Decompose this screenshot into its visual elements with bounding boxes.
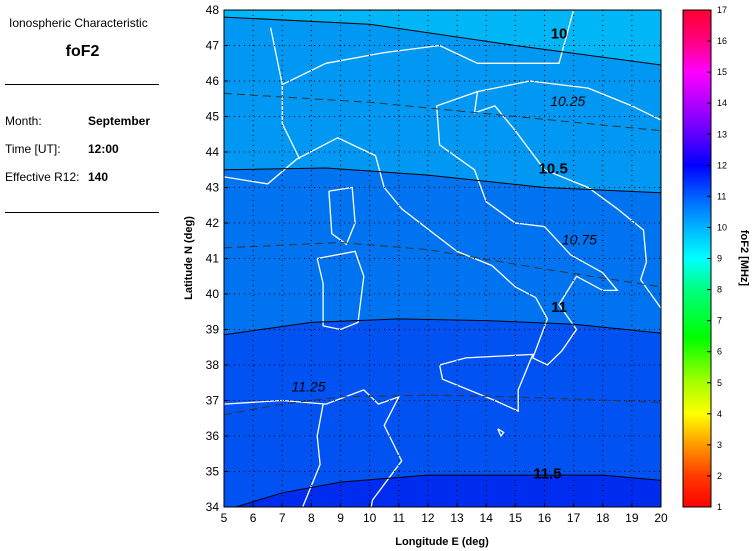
y-tick-label: 36 (206, 429, 220, 443)
y-tick-label: 46 (206, 74, 220, 88)
x-tick-label: 20 (654, 511, 668, 525)
contour-line (224, 394, 661, 416)
colorbar-tick-label: 1 (717, 502, 722, 512)
contour-line (224, 167, 661, 194)
y-tick-label: 42 (206, 216, 220, 230)
band-fill (224, 318, 661, 507)
time-label: Time [UT]: (5, 142, 61, 156)
colorbar-tick-label: 12 (717, 160, 727, 170)
x-tick-label: 10 (363, 511, 377, 525)
month-value: September (88, 114, 151, 128)
y-tick-label: 47 (206, 39, 220, 53)
x-tick-label: 13 (450, 511, 464, 525)
colorbar-tick-label: 8 (717, 285, 722, 295)
coastline (316, 250, 365, 331)
y-tick-label: 45 (206, 110, 220, 124)
y-tick-label: 40 (206, 287, 220, 301)
x-tick-label: 5 (221, 511, 228, 525)
y-tick-label: 38 (206, 358, 220, 372)
colorbar-tick-label: 5 (717, 378, 722, 388)
x-tick-label: 8 (308, 511, 315, 525)
y-tick-label: 34 (206, 500, 220, 514)
colorbar-tick-label: 4 (717, 409, 722, 419)
coastline (497, 428, 505, 438)
x-tick-label: 6 (250, 511, 257, 525)
x-tick-label: 19 (625, 511, 639, 525)
coastline (328, 186, 356, 246)
colorbar-tick-label: 9 (717, 254, 722, 264)
contour-label: 10 (551, 25, 568, 42)
y-tick-label: 39 (206, 323, 220, 337)
x-axis-label: Longitude E (deg) (395, 536, 489, 548)
colorbar-tick-label: 10 (717, 222, 727, 232)
r12-value: 140 (88, 170, 109, 184)
month-label: Month: (5, 114, 42, 128)
contour-label: 11.5 (533, 466, 561, 483)
panel-heading: Ionospheric Characteristic (9, 16, 148, 30)
y-axis-label: Latitude N (deg) (183, 216, 195, 300)
colorbar-tick-label: 11 (717, 191, 726, 201)
y-tick-label: 41 (206, 252, 220, 266)
coastline (438, 353, 534, 413)
contour-label: 10.25 (550, 93, 585, 109)
colorbar-tick-label: 2 (717, 471, 722, 481)
x-tick-label: 14 (480, 511, 494, 525)
colorbar-tick-label: 16 (717, 36, 727, 46)
colorbar (682, 9, 712, 508)
colorbar-tick-label: 7 (717, 316, 722, 326)
contour-label: 10.5 (539, 160, 568, 177)
contour-line (234, 474, 661, 507)
coastline (301, 403, 324, 507)
x-tick-label: 18 (596, 511, 610, 525)
x-tick-label: 12 (421, 511, 435, 525)
y-tick-label: 48 (206, 3, 220, 17)
contour-label: 10.75 (562, 231, 597, 247)
x-tick-label: 15 (509, 511, 523, 525)
colorbar-tick-label: 17 (717, 5, 727, 15)
x-tick-label: 16 (538, 511, 552, 525)
x-tick-label: 9 (337, 511, 344, 525)
colorbar-label: foF2 [MHz] (738, 230, 750, 287)
colorbar-tick-label: 3 (717, 440, 722, 450)
coastline (281, 84, 301, 160)
x-tick-label: 7 (279, 511, 286, 525)
contour-line (224, 92, 661, 132)
y-tick-label: 43 (206, 181, 220, 195)
colorbar-tick-label: 6 (717, 347, 722, 357)
x-tick-label: 11 (393, 511, 406, 525)
x-tick-label: 17 (567, 511, 581, 525)
band-fill (235, 475, 661, 507)
contour-label: 11 (551, 299, 567, 316)
divider (5, 84, 159, 85)
coastline (477, 80, 661, 121)
divider (5, 212, 159, 213)
time-value: 12:00 (88, 142, 119, 156)
colorbar-tick-label: 13 (717, 129, 727, 139)
y-tick-label: 44 (206, 145, 220, 159)
r12-label: Effective R12: (5, 170, 80, 184)
coastline (224, 389, 403, 507)
colorbar-tick-label: 15 (717, 67, 727, 77)
colorbar-tick-label: 14 (717, 98, 727, 108)
contour-line (224, 16, 661, 66)
y-tick-label: 35 (206, 465, 220, 479)
contour-line (224, 318, 661, 336)
y-tick-label: 37 (206, 394, 220, 408)
characteristic-name: foF2 (65, 43, 100, 60)
coastline (224, 90, 661, 366)
contour-label: 11.25 (291, 379, 325, 395)
